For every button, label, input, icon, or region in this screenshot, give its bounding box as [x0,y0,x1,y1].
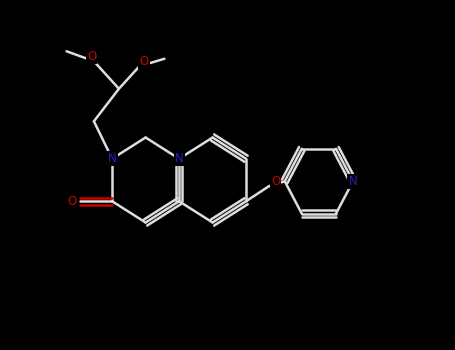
Text: O: O [67,195,77,208]
Text: N: N [108,152,116,165]
Text: N: N [175,152,183,165]
Text: O: O [87,50,96,63]
Text: N: N [349,175,357,188]
Text: O: O [139,55,149,68]
Text: O: O [271,175,280,188]
